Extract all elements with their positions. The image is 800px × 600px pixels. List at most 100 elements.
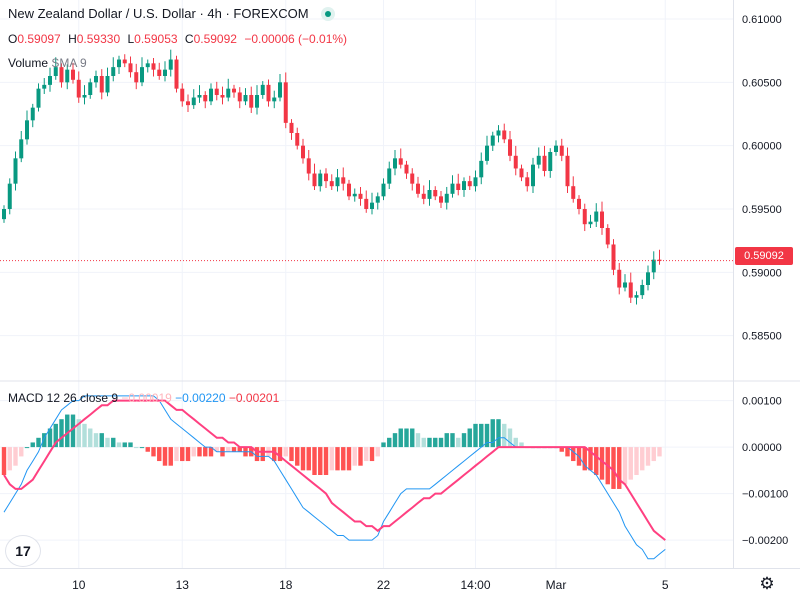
macd-histogram-bar: [364, 447, 369, 462]
candle-body: [542, 155, 547, 171]
candle-body: [42, 84, 47, 89]
macd-histogram-bar: [352, 447, 357, 466]
macd-histogram-bar: [502, 423, 507, 448]
candle-body: [335, 177, 340, 187]
macd-histogram-bar: [456, 437, 461, 448]
candle-body: [370, 202, 374, 209]
candle-body: [174, 59, 179, 89]
candle-body: [19, 139, 24, 159]
candle-body: [623, 282, 627, 288]
macd-histogram-bar: [358, 447, 363, 466]
candle-body: [519, 168, 524, 178]
candle-body: [456, 183, 461, 190]
macd-histogram-bar: [634, 447, 639, 475]
macd-histogram-bar: [329, 447, 334, 471]
candle-body: [7, 183, 12, 209]
candle-body: [462, 181, 466, 190]
candle-body: [329, 181, 334, 187]
candle-body: [473, 177, 478, 187]
close-label: C: [184, 32, 194, 46]
macd-histogram-bar: [116, 442, 122, 448]
volume-legend[interactable]: Volume SMA 9: [8, 56, 87, 70]
macd-histogram-bar: [59, 419, 64, 448]
macd-histogram-bar: [295, 447, 300, 466]
candle-body: [59, 67, 64, 83]
candle-body: [25, 120, 29, 140]
macd-axis-label: 0.00100: [742, 396, 782, 408]
candle-body: [467, 181, 472, 187]
macd-histogram-bar: [312, 447, 317, 475]
candle-body: [617, 269, 622, 288]
candle-body: [605, 228, 610, 245]
macd-histogram-bar: [47, 428, 53, 448]
candle-body: [71, 69, 75, 80]
candle-body: [128, 63, 133, 73]
candle-body: [588, 221, 593, 225]
macd-histogram-bar: [404, 428, 409, 448]
candle-body: [387, 168, 392, 184]
macd-histogram-bar: [323, 447, 329, 475]
candle-body: [628, 282, 633, 298]
candle-body: [634, 295, 639, 298]
candle-body: [255, 95, 259, 108]
time-axis-label: Mar: [546, 578, 567, 592]
volume-sma-label: SMA 9: [51, 56, 87, 70]
macd-histogram-bar: [122, 442, 127, 448]
macd-histogram-bar: [496, 419, 501, 448]
symbol-title[interactable]: New Zealand Dollar / U.S. Dollar · 4h · …: [8, 6, 309, 21]
macd-histogram-bar: [559, 447, 564, 452]
macd-histogram-bar: [289, 447, 294, 462]
candle-body: [13, 158, 18, 184]
macd-histogram-bar: [70, 414, 76, 448]
macd-histogram-bar: [306, 447, 311, 471]
candle-body: [151, 63, 156, 70]
candle-body: [220, 95, 225, 98]
candle-body: [140, 67, 144, 83]
tradingview-logo-icon[interactable]: 17: [6, 536, 40, 566]
candle-body: [209, 88, 213, 102]
macd-histogram-bar: [484, 423, 490, 448]
macd-histogram-bar: [513, 437, 518, 448]
macd-histogram-bar: [208, 447, 214, 457]
macd-histogram-bar: [657, 447, 662, 457]
candle-body: [439, 196, 443, 203]
macd-histogram-bar: [582, 447, 587, 471]
chart-legend-title: New Zealand Dollar / U.S. Dollar · 4h · …: [8, 6, 335, 21]
candle-body: [358, 193, 363, 199]
macd-legend[interactable]: MACD 12 26 close 9 −0.00019 −0.00220 −0.…: [8, 391, 279, 405]
macd-histogram-bar: [346, 447, 352, 471]
candle-body: [398, 158, 403, 165]
macd-histogram-bar: [105, 437, 110, 448]
candle-body: [490, 135, 495, 146]
candle-body: [410, 173, 415, 184]
macd-histogram-bar: [300, 447, 306, 471]
low-value: 0.59053: [134, 32, 178, 46]
candle-body: [53, 67, 58, 76]
candle-body: [393, 158, 397, 169]
low-label: L: [127, 32, 135, 46]
macd-histogram-bar: [507, 428, 513, 448]
candle-body: [364, 198, 369, 209]
candle-body: [513, 155, 518, 169]
candle-body: [260, 84, 265, 95]
high-value: 0.59330: [76, 32, 121, 46]
time-axis-label: 13: [176, 578, 190, 592]
macd-histogram-bar: [415, 433, 421, 448]
macd-histogram-bar: [53, 423, 58, 448]
candle-body: [122, 59, 127, 64]
candle-body: [640, 285, 645, 296]
macd-histogram-bar: [473, 423, 478, 448]
macd-histogram-bar: [139, 447, 145, 449]
open-value: 0.59097: [17, 32, 61, 46]
macd-histogram-bar: [369, 447, 375, 462]
candle-body: [421, 193, 426, 199]
gear-icon[interactable]: ⚙: [759, 574, 775, 593]
macd-histogram-bar: [111, 437, 116, 448]
market-status-icon: [320, 6, 335, 21]
macd-histogram-bar: [318, 447, 323, 475]
candle-body: [163, 69, 167, 76]
macd-axis-label: −0.00100: [742, 489, 788, 501]
candle-body: [559, 145, 564, 156]
candle-body: [82, 95, 87, 98]
